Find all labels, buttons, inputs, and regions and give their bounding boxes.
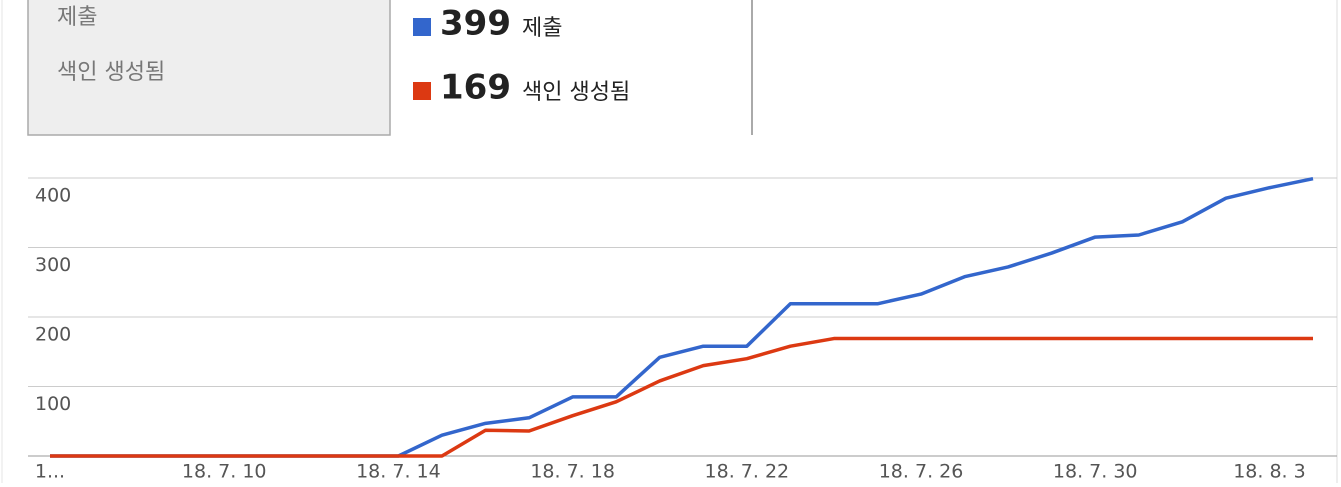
sidebar-item[interactable]: 색인 생성됨 xyxy=(57,60,165,85)
legend-label: 색인 생성됨 xyxy=(522,80,630,105)
y-tick-label: 300 xyxy=(35,254,71,276)
x-tick-label: 18. 7. 26 xyxy=(879,461,964,483)
x-tick-label: 18. 7. 30 xyxy=(1053,461,1138,483)
sidebar-panel xyxy=(27,0,391,136)
y-tick-label: 100 xyxy=(35,393,71,415)
x-tick-label: 1... xyxy=(35,461,65,483)
legend-value: 399 xyxy=(440,4,511,44)
x-tick-label: 18. 7. 10 xyxy=(182,461,267,483)
series-line xyxy=(50,336,1313,458)
legend-swatch xyxy=(413,82,431,100)
y-tick-label: 400 xyxy=(35,185,71,207)
y-tick-label: 200 xyxy=(35,324,71,346)
x-tick-label: 18. 7. 22 xyxy=(705,461,790,483)
legend-label: 제출 xyxy=(522,16,562,41)
legend-swatch xyxy=(413,18,431,36)
x-tick-label: 18. 7. 18 xyxy=(530,461,615,483)
x-tick-label: 18. 7. 14 xyxy=(356,461,441,483)
x-tick-label: 18. 8. 3 xyxy=(1233,461,1306,483)
sidebar-item[interactable]: 제출 xyxy=(57,5,97,30)
legend-value: 169 xyxy=(440,68,511,108)
